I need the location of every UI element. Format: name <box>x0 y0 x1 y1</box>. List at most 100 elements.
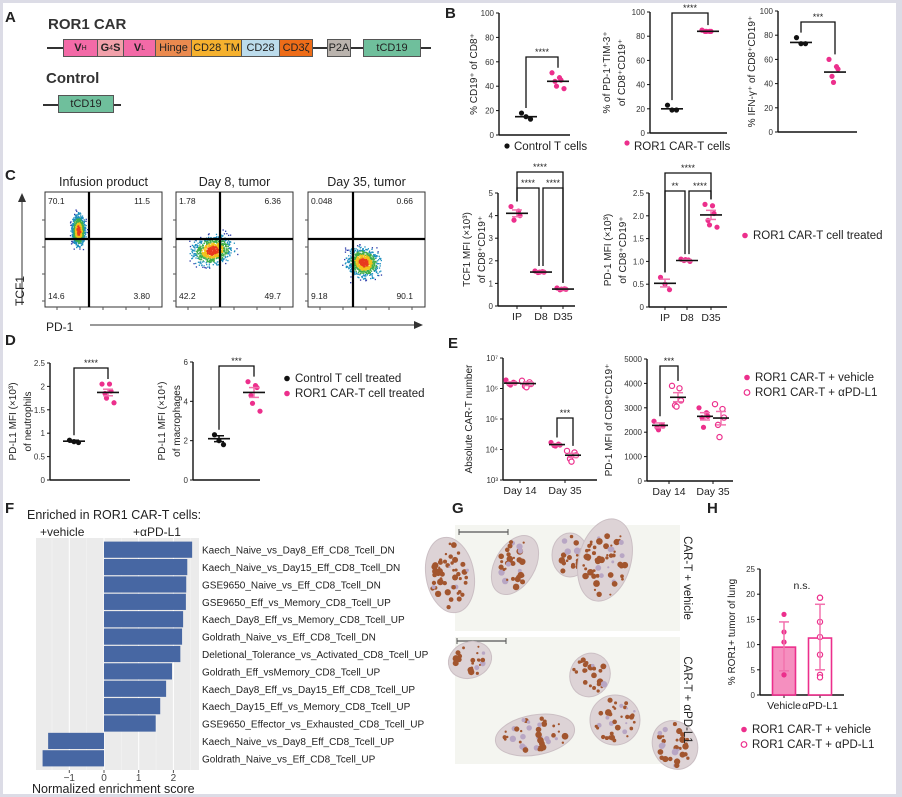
event-dot <box>230 252 232 254</box>
event-dot <box>361 269 363 271</box>
y-axis-label: TCF1 MFI (×10³) <box>462 212 473 287</box>
tumor-nodule <box>476 651 479 655</box>
event-dot <box>207 260 210 263</box>
event-dot <box>77 225 80 227</box>
event-dot <box>363 250 366 252</box>
tumor-nodule <box>506 555 514 563</box>
event-dot <box>83 240 85 242</box>
event-dot <box>208 262 211 264</box>
event-dot <box>220 254 223 257</box>
x-tick-label: D8 <box>680 312 694 324</box>
event-dot <box>77 233 79 235</box>
event-dot <box>226 241 229 243</box>
event-dot <box>368 260 370 262</box>
event-dot <box>371 248 373 250</box>
event-dot <box>221 235 223 238</box>
y-tick-label: 1.5 <box>633 235 645 244</box>
panel-label-h: H <box>707 500 718 517</box>
x-tick-label: αPD-L1 <box>802 700 838 712</box>
event-dot <box>230 249 232 252</box>
event-dot <box>355 262 358 265</box>
event-dot <box>376 266 379 268</box>
data-point <box>249 400 256 406</box>
event-dot <box>200 249 202 251</box>
event-dot <box>221 259 224 262</box>
data-point <box>705 217 711 223</box>
event-dot <box>205 258 207 261</box>
event-dot <box>73 226 76 228</box>
event-dot <box>369 252 372 254</box>
event-dot <box>75 235 77 238</box>
tumor-nodule <box>452 655 460 662</box>
event-dot <box>220 249 222 252</box>
tumor-nodule <box>628 714 635 720</box>
event-dot <box>368 272 370 274</box>
event-dot <box>80 235 82 237</box>
event-dot <box>378 262 380 265</box>
event-dot <box>356 253 358 255</box>
event-dot <box>79 235 81 238</box>
tumor-nodule <box>561 538 568 544</box>
event-dot <box>81 244 84 246</box>
event-dot <box>81 237 84 239</box>
segment-cd28tm: CD28 TM <box>191 39 242 57</box>
event-dot <box>209 253 211 256</box>
tumor-nodule <box>498 553 504 560</box>
event-dot <box>207 257 210 260</box>
event-dot <box>75 231 78 233</box>
event-dot <box>363 277 365 280</box>
flow-plot-title: Day 8, tumor <box>199 175 271 189</box>
y-tick-label: 1 <box>41 429 46 438</box>
event-dot <box>81 219 83 221</box>
tumor-nodule <box>535 726 542 733</box>
event-dot <box>209 239 211 242</box>
event-dot <box>81 236 83 238</box>
tumor-nodule <box>516 543 523 550</box>
event-dot <box>362 265 364 267</box>
event-dot <box>359 271 362 273</box>
event-dot <box>361 272 363 275</box>
event-dot <box>199 262 201 264</box>
tumor-nodule <box>587 543 592 548</box>
tumor-nodule <box>605 715 610 720</box>
event-dot <box>85 218 87 220</box>
event-dot <box>205 267 207 269</box>
event-dot <box>376 260 379 262</box>
event-dot <box>369 265 371 267</box>
data-point <box>257 408 263 414</box>
event-dot <box>73 236 75 238</box>
quadrant-value-ul: 0.048 <box>311 196 333 206</box>
event-dot <box>356 257 359 259</box>
tumor-nodule <box>619 535 622 538</box>
event-dot <box>368 251 370 254</box>
event-dot <box>78 237 80 239</box>
event-dot <box>81 240 83 242</box>
event-dot <box>367 260 369 262</box>
event-dot <box>200 250 202 252</box>
tumor-nodule <box>632 720 636 724</box>
event-dot <box>221 253 223 256</box>
event-dot <box>355 253 357 256</box>
event-dot <box>365 268 367 270</box>
event-dot <box>354 258 356 260</box>
x-tick-label: D35 <box>701 312 720 324</box>
event-dot <box>348 268 350 270</box>
event-dot <box>202 246 204 249</box>
flow-plot-title: Infusion product <box>59 175 148 189</box>
event-dot <box>76 226 78 229</box>
enrichment-bar-chart: Enriched in ROR1 CAR-T cells:+vehicle +αP… <box>27 508 429 794</box>
event-dot <box>202 254 204 257</box>
tumor-nodule <box>431 580 437 586</box>
segment-label: G <box>100 42 110 54</box>
event-dot <box>220 253 223 256</box>
tumor-nodule <box>598 668 603 673</box>
event-dot <box>371 255 374 257</box>
tumor-nodule <box>470 666 474 670</box>
tumor-nodule <box>591 672 597 679</box>
event-dot <box>348 249 350 251</box>
event-dot <box>194 244 197 247</box>
event-dot <box>211 259 213 261</box>
event-dot <box>362 256 364 258</box>
event-dot <box>370 267 372 270</box>
event-dot <box>81 243 84 245</box>
